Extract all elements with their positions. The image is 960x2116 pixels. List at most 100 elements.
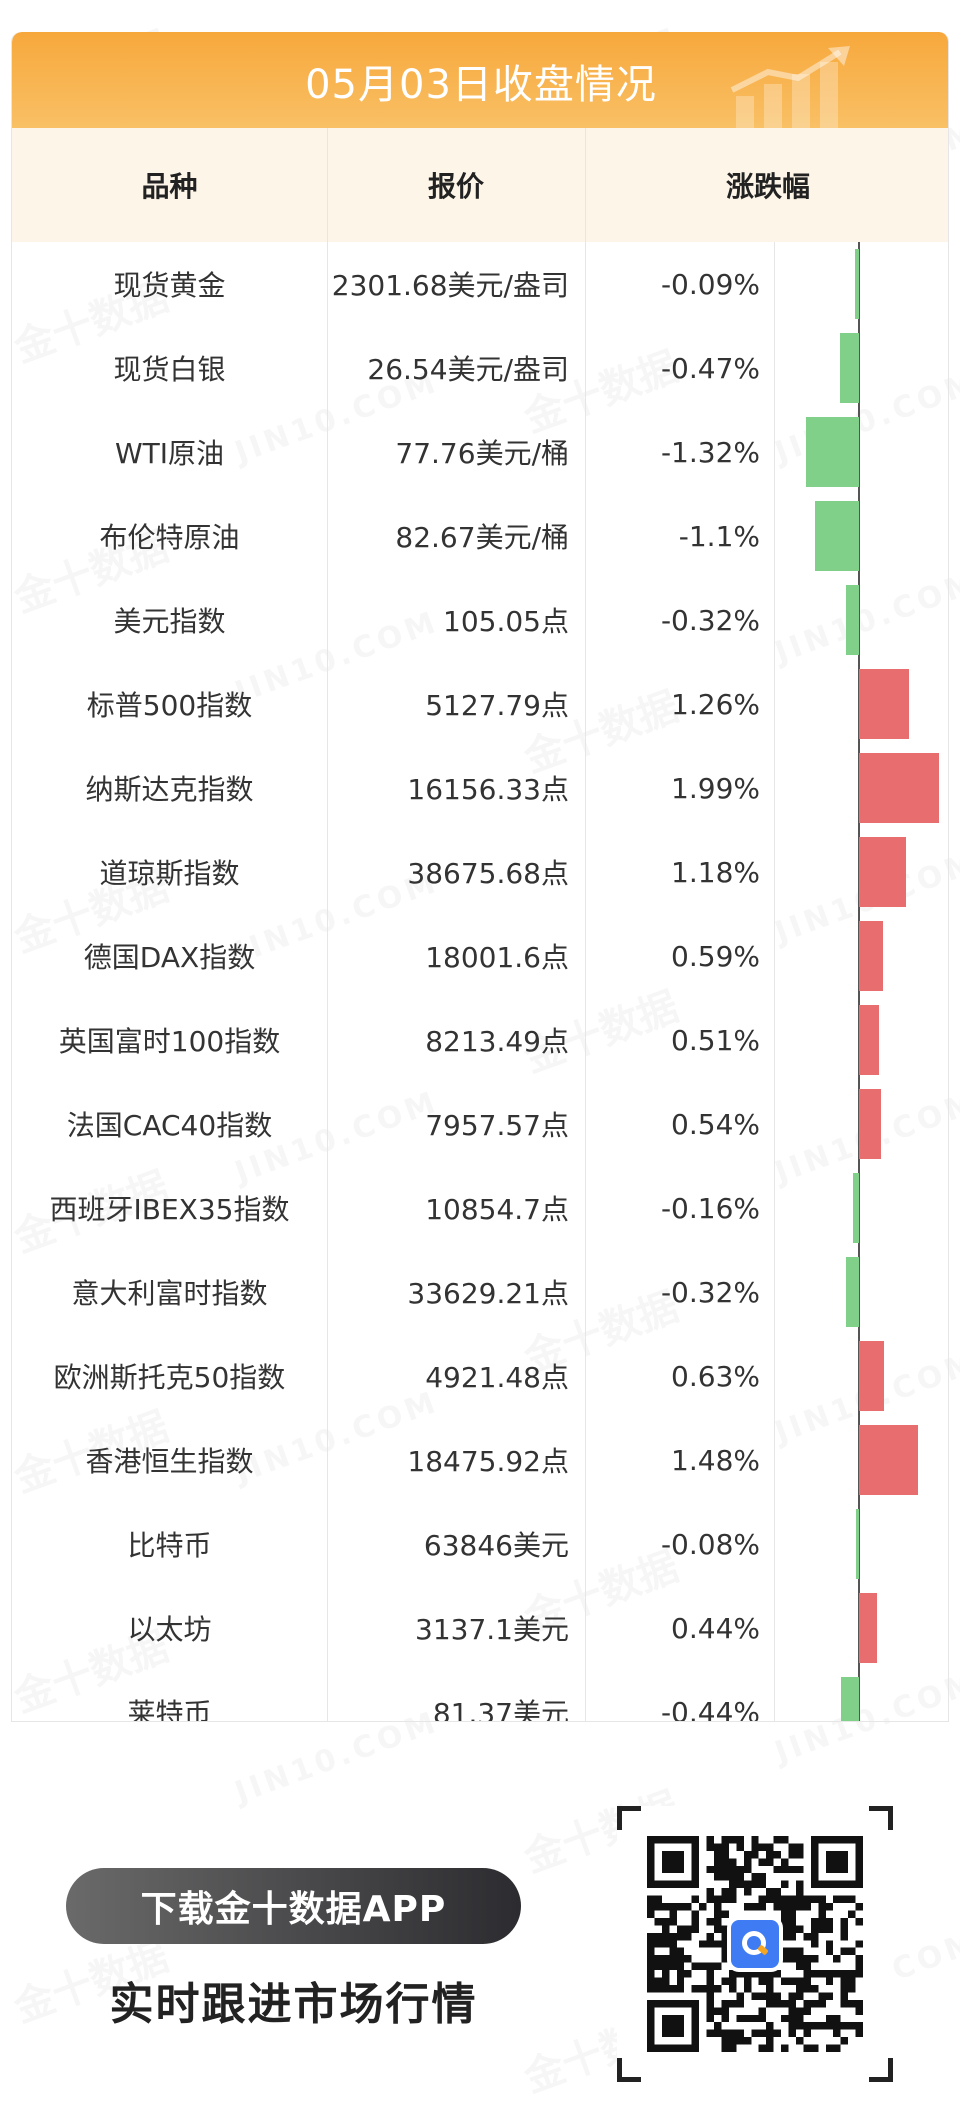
table-row: 纳斯达克指数 16156.33点 1.99% bbox=[12, 746, 948, 830]
page-title: 05月03日收盘情况 bbox=[305, 62, 657, 108]
table-row: 现货白银 26.54美元/盎司 -0.47% bbox=[12, 326, 948, 410]
change-bar bbox=[859, 753, 939, 823]
change-bar bbox=[846, 585, 859, 655]
instrument-change: 1.26% bbox=[671, 687, 760, 721]
tagline: 实时跟进市场行情 bbox=[109, 1979, 478, 2030]
instrument-change: -1.1% bbox=[678, 519, 760, 553]
table-row: 德国DAX指数 18001.6点 0.59% bbox=[12, 914, 948, 998]
instrument-name: 欧洲斯托克50指数 bbox=[53, 1361, 286, 1394]
instrument-name: 英国富时100指数 bbox=[58, 1025, 281, 1058]
qr-code-image[interactable] bbox=[647, 1836, 863, 2052]
table-row: 美元指数 105.05点 -0.32% bbox=[12, 578, 948, 662]
change-bar bbox=[859, 1425, 919, 1495]
column-divider bbox=[327, 128, 328, 1721]
instrument-price: 5127.79点 bbox=[425, 689, 569, 722]
instrument-name: 比特币 bbox=[127, 1529, 212, 1562]
column-divider bbox=[585, 128, 586, 1721]
change-bar bbox=[859, 1593, 877, 1663]
qr-frame-corner bbox=[869, 1806, 893, 1830]
column-header-name: 品种 bbox=[141, 170, 198, 203]
table-row: 欧洲斯托克50指数 4921.48点 0.63% bbox=[12, 1334, 948, 1418]
instrument-change: -0.44% bbox=[660, 1695, 760, 1722]
instrument-price: 33629.21点 bbox=[407, 1277, 569, 1310]
change-bar bbox=[846, 1257, 859, 1327]
instrument-change: -0.32% bbox=[660, 1275, 760, 1309]
table-row: 布伦特原油 82.67美元/桶 -1.1% bbox=[12, 494, 948, 578]
instrument-price: 10854.7点 bbox=[425, 1193, 569, 1226]
table-row: 意大利富时指数 33629.21点 -0.32% bbox=[12, 1250, 948, 1334]
instrument-price: 16156.33点 bbox=[407, 773, 569, 806]
instrument-price: 77.76美元/桶 bbox=[395, 437, 569, 470]
instrument-name: 现货白银 bbox=[113, 353, 226, 386]
qr-code-panel bbox=[617, 1806, 893, 2082]
instrument-price: 2301.68美元/盎司 bbox=[331, 269, 569, 302]
instrument-name: 法国CAC40指数 bbox=[66, 1109, 273, 1142]
instrument-price: 8213.49点 bbox=[425, 1025, 569, 1058]
instrument-name: 以太坊 bbox=[127, 1613, 212, 1646]
change-bar bbox=[859, 1089, 881, 1159]
trend-up-chart-icon bbox=[730, 46, 850, 128]
instrument-price: 4921.48点 bbox=[425, 1361, 569, 1394]
instrument-name: 标普500指数 bbox=[86, 689, 253, 722]
instrument-name: 现货黄金 bbox=[113, 269, 226, 302]
table-row: 香港恒生指数 18475.92点 1.48% bbox=[12, 1418, 948, 1502]
title-bar: 05月03日收盘情况 bbox=[12, 32, 948, 128]
instrument-name: WTI原油 bbox=[114, 437, 225, 470]
change-bar bbox=[859, 837, 907, 907]
change-bar bbox=[859, 1005, 880, 1075]
instrument-change: -0.09% bbox=[660, 267, 760, 301]
instrument-name: 意大利富时指数 bbox=[71, 1277, 268, 1310]
change-bar bbox=[859, 669, 910, 739]
instrument-change: -0.32% bbox=[660, 603, 760, 637]
table-row: 莱特币 81.37美元 -0.44% bbox=[12, 1670, 948, 1722]
change-bar bbox=[806, 417, 859, 487]
instrument-price: 18001.6点 bbox=[425, 941, 569, 974]
instrument-change: -0.47% bbox=[660, 351, 760, 385]
table-header: 品种 报价 涨跌幅 bbox=[12, 128, 948, 242]
table-row: WTI原油 77.76美元/桶 -1.32% bbox=[12, 410, 948, 494]
change-bar bbox=[840, 333, 859, 403]
jin10-app-icon bbox=[727, 1916, 783, 1972]
table-row: 以太坊 3137.1美元 0.44% bbox=[12, 1586, 948, 1670]
instrument-name: 道琼斯指数 bbox=[99, 857, 240, 890]
change-bar bbox=[859, 921, 883, 991]
table-row: 西班牙IBEX35指数 10854.7点 -0.16% bbox=[12, 1166, 948, 1250]
instrument-name: 德国DAX指数 bbox=[83, 941, 256, 974]
instrument-price: 7957.57点 bbox=[425, 1109, 569, 1142]
change-bar bbox=[855, 1509, 859, 1579]
column-divider bbox=[774, 242, 775, 1721]
table-row: 比特币 63846美元 -0.08% bbox=[12, 1502, 948, 1586]
instrument-change: 1.18% bbox=[671, 855, 760, 889]
qr-frame-corner bbox=[617, 1806, 641, 1830]
change-bar-chart bbox=[775, 242, 948, 1721]
instrument-change: -1.32% bbox=[660, 435, 760, 469]
column-header-price: 报价 bbox=[427, 170, 484, 203]
change-bar bbox=[841, 1677, 859, 1721]
table-row: 法国CAC40指数 7957.57点 0.54% bbox=[12, 1082, 948, 1166]
download-app-button[interactable]: 下载金十数据APP bbox=[66, 1868, 521, 1944]
instrument-name: 纳斯达克指数 bbox=[85, 773, 254, 806]
instrument-name: 美元指数 bbox=[113, 605, 226, 638]
closing-summary-card: 05月03日收盘情况 品种 报价 涨跌幅 现货黄金 2301.68美元/盎司 -0.… bbox=[11, 32, 949, 1722]
instrument-price: 18475.92点 bbox=[407, 1445, 569, 1478]
table-row: 现货黄金 2301.68美元/盎司 -0.09% bbox=[12, 242, 948, 326]
instrument-change: -0.16% bbox=[660, 1191, 760, 1225]
instrument-change: -0.08% bbox=[660, 1527, 760, 1561]
instrument-price: 3137.1美元 bbox=[415, 1613, 569, 1646]
instrument-price: 81.37美元 bbox=[432, 1697, 569, 1722]
instrument-name: 布伦特原油 bbox=[99, 521, 240, 554]
qr-frame-corner bbox=[617, 2058, 641, 2082]
instrument-change: 1.99% bbox=[671, 771, 760, 805]
instrument-name: 莱特币 bbox=[127, 1697, 212, 1722]
instrument-name: 香港恒生指数 bbox=[85, 1445, 254, 1478]
instrument-change: 0.59% bbox=[671, 939, 760, 973]
table-row: 道琼斯指数 38675.68点 1.18% bbox=[12, 830, 948, 914]
column-header-change: 涨跌幅 bbox=[725, 170, 810, 203]
table-row: 标普500指数 5127.79点 1.26% bbox=[12, 662, 948, 746]
table-row: 英国富时100指数 8213.49点 0.51% bbox=[12, 998, 948, 1082]
change-bar bbox=[855, 249, 859, 319]
instrument-price: 82.67美元/桶 bbox=[395, 521, 569, 554]
change-bar bbox=[815, 501, 859, 571]
instrument-name: 西班牙IBEX35指数 bbox=[49, 1193, 290, 1226]
instrument-change: 1.48% bbox=[671, 1443, 760, 1477]
